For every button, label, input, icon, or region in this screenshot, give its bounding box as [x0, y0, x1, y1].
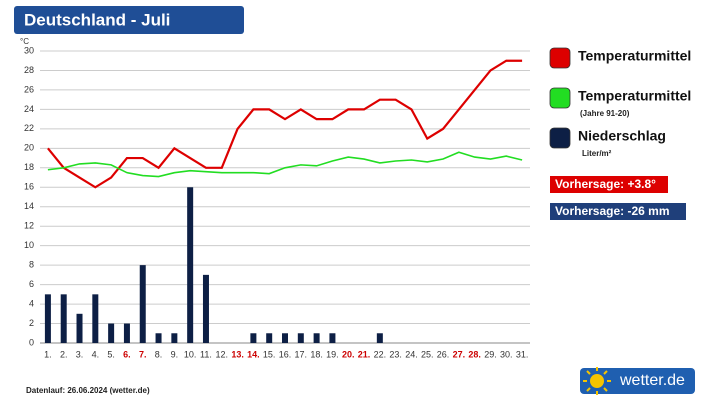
- x-tick-label: 29.: [484, 349, 497, 359]
- x-tick-label: 14.: [247, 349, 260, 359]
- y-tick-label: 24: [24, 104, 34, 114]
- x-tick-label: 30.: [500, 349, 513, 359]
- bar: [76, 313, 83, 343]
- logo-box: [580, 368, 695, 394]
- bar: [376, 333, 383, 343]
- legend-note: (Jahre 91-20): [580, 109, 630, 118]
- x-tick-label: 10.: [184, 349, 197, 359]
- y-tick-label: 26: [24, 84, 34, 94]
- annotation-box: [550, 176, 668, 193]
- legend-label: Temperaturmittel: [578, 88, 691, 104]
- bar: [139, 265, 146, 343]
- legend-note: Liter/m²: [582, 149, 612, 158]
- x-tick-label: 25.: [421, 349, 434, 359]
- legend-swatch: [549, 127, 571, 149]
- bar: [282, 333, 288, 343]
- legend-label: Temperaturmittel: [578, 48, 691, 64]
- x-tick-label: 5.: [107, 349, 115, 359]
- y-tick-label: 6: [29, 279, 34, 289]
- line: [47, 151, 523, 178]
- x-tick-label: 27.: [453, 349, 466, 359]
- y-tick-label: 14: [24, 201, 34, 211]
- x-tick-label: 6.: [123, 349, 131, 359]
- y-tick-label: 4: [29, 298, 34, 308]
- annotation-box: [550, 203, 686, 220]
- x-tick-label: 11.: [200, 349, 212, 359]
- bar: [44, 294, 51, 343]
- bar: [202, 274, 209, 343]
- x-tick-label: 15.: [263, 349, 276, 359]
- bar: [155, 333, 162, 343]
- x-tick-label: 3.: [76, 349, 84, 359]
- x-tick-label: 22.: [374, 349, 387, 359]
- x-tick-label: 4.: [92, 349, 100, 359]
- x-tick-label: 28.: [468, 349, 481, 359]
- annotation-text: Vorhersage: +3.8°: [555, 177, 656, 191]
- x-tick-label: 18.: [310, 349, 323, 359]
- x-tick-label: 1.: [44, 349, 52, 359]
- x-tick-label: 8.: [155, 349, 163, 359]
- x-tick-label: 7.: [139, 349, 147, 359]
- bar: [297, 333, 304, 343]
- y-tick-label: 8: [29, 260, 34, 270]
- bar: [60, 294, 67, 343]
- logo-rays: [583, 367, 611, 395]
- y-tick-label: 16: [24, 182, 34, 192]
- y-unit: °C: [20, 37, 29, 46]
- legend-swatch: [549, 87, 571, 109]
- x-tick-label: 23.: [389, 349, 402, 359]
- y-tick-label: 2: [29, 318, 34, 328]
- y-tick-label: 20: [24, 143, 34, 153]
- title-box: [14, 6, 244, 34]
- y-tick-label: 12: [24, 221, 34, 231]
- bar: [171, 333, 178, 343]
- x-tick-label: 31.: [516, 349, 529, 359]
- line: [47, 59, 523, 189]
- x-tick-label: 19.: [326, 349, 339, 359]
- footer: Datenlauf: 26.06.2024 (wetter.de): [26, 386, 150, 395]
- x-tick-label: 24.: [405, 349, 418, 359]
- bar: [266, 333, 273, 343]
- x-tick-label: 17.: [295, 349, 308, 359]
- x-tick-label: 26.: [437, 349, 450, 359]
- x-tick-label: 16.: [279, 349, 292, 359]
- y-tick-label: 30: [24, 45, 34, 55]
- y-tick-label: 28: [24, 65, 34, 75]
- y-tick-label: 22: [24, 123, 34, 133]
- logo-sun: [590, 374, 604, 388]
- x-tick-label: 13.: [231, 349, 244, 359]
- x-tick-label: 20.: [342, 349, 355, 359]
- chart-title: Deutschland - Juli: [24, 10, 170, 29]
- bar: [250, 333, 257, 343]
- bar: [108, 323, 115, 343]
- bar: [123, 323, 130, 343]
- y-tick-label: 18: [24, 162, 34, 172]
- bar: [313, 333, 320, 343]
- bar: [329, 333, 336, 343]
- bar: [92, 294, 99, 343]
- y-tick-label: 10: [24, 240, 34, 250]
- x-tick-label: 2.: [60, 349, 68, 359]
- legend-label: Niederschlag: [578, 128, 666, 144]
- bar: [187, 187, 194, 343]
- logo-text: wetter.de: [619, 372, 685, 389]
- legend-swatch: [549, 47, 571, 69]
- annotation-text: Vorhersage: -26 mm: [555, 204, 670, 218]
- x-tick-label: 9.: [171, 349, 179, 359]
- y-tick-label: 0: [29, 337, 34, 347]
- x-tick-label: 21.: [358, 349, 371, 359]
- x-tick-label: 12.: [216, 349, 229, 359]
